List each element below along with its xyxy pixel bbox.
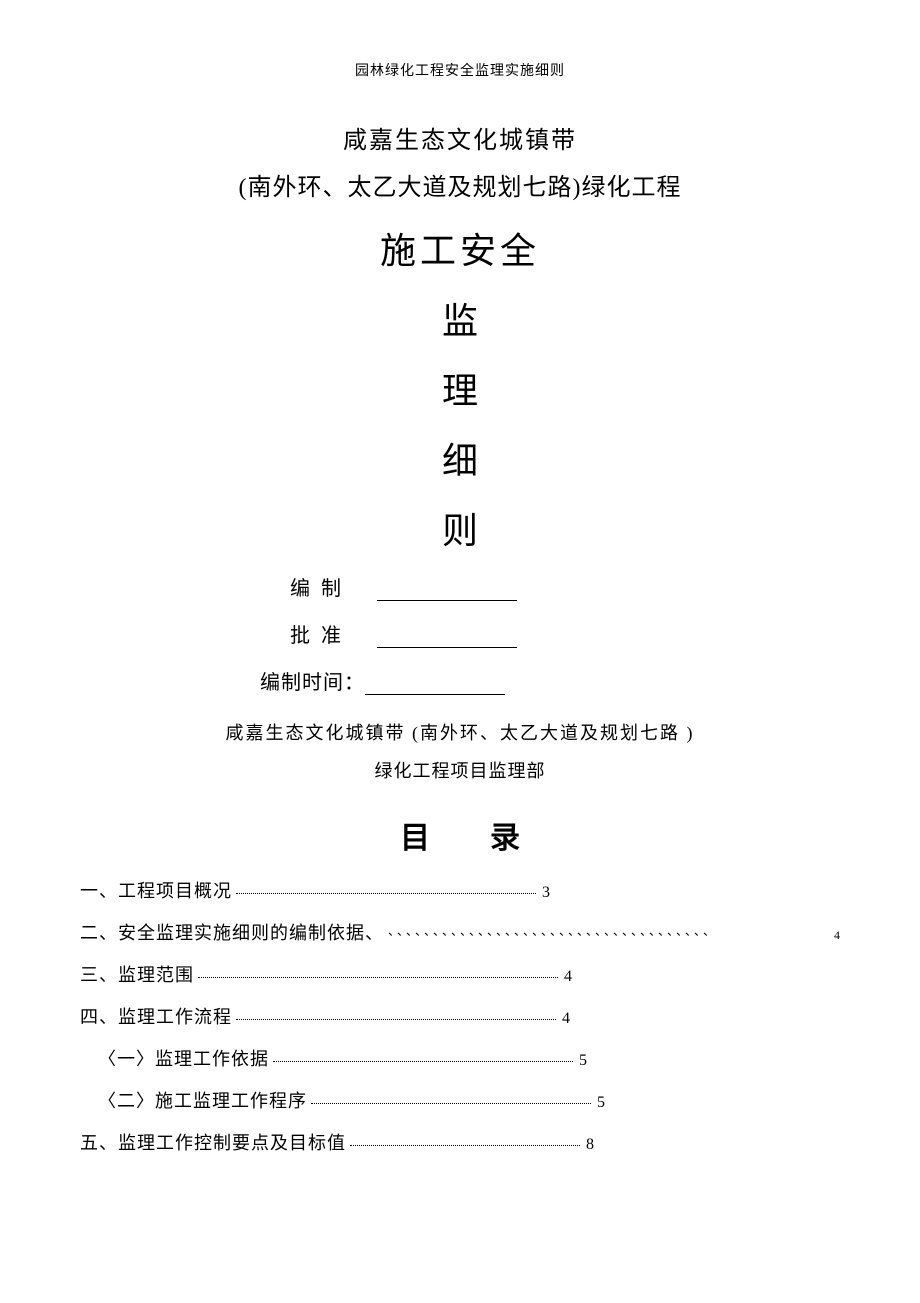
- toc-page-4: 5: [577, 1052, 587, 1070]
- toc-title: 目录: [80, 813, 840, 857]
- toc-dots-2: [198, 967, 558, 981]
- toc-dots-6: [350, 1135, 580, 1149]
- bianzhi-label: 编 制: [290, 578, 344, 600]
- bianzhi-underline: [377, 581, 517, 601]
- toc-item-1: 二、安全监理实施细则的编制依据、 4: [80, 919, 840, 945]
- toc-page-2: 4: [562, 968, 572, 986]
- form-row-pizhun: 批 准: [80, 619, 840, 648]
- toc-item-0: 一、工程项目概况 3: [80, 877, 840, 903]
- toc-page-1: 4: [832, 928, 840, 943]
- toc-label-1: 二、安全监理实施细则的编制依据、: [80, 919, 384, 945]
- toc-item-3: 四、监理工作流程 4: [80, 1003, 840, 1029]
- vertical-char-1: 理: [80, 362, 840, 414]
- document-header: 园林绿化工程安全监理实施细则: [80, 60, 840, 80]
- toc-dots-3: [236, 1009, 556, 1023]
- toc-label-3: 四、监理工作流程: [80, 1003, 232, 1029]
- toc-page-6: 8: [584, 1136, 594, 1154]
- toc-item-5: 〈二〉施工监理工作程序 5: [80, 1087, 840, 1113]
- title-line-2: (南外环、太乙大道及规划七路)绿化工程: [80, 167, 840, 202]
- toc-item-2: 三、监理范围 4: [80, 961, 840, 987]
- form-row-bianzhi: 编 制: [80, 572, 840, 601]
- vertical-char-3: 则: [80, 502, 840, 554]
- time-underline: [365, 675, 505, 695]
- toc-item-6: 五、监理工作控制要点及目标值 8: [80, 1129, 840, 1155]
- toc-page-3: 4: [560, 1010, 570, 1028]
- form-row-time: 编制时间：: [80, 666, 840, 695]
- title-large: 施工安全: [80, 222, 840, 274]
- time-label: 编制时间：: [260, 672, 365, 694]
- toc-label-6: 五、监理工作控制要点及目标值: [80, 1129, 346, 1155]
- toc-label-5: 〈二〉施工监理工作程序: [98, 1087, 307, 1113]
- toc-label-2: 三、监理范围: [80, 961, 194, 987]
- toc-container: 一、工程项目概况3二、安全监理实施细则的编制依据、4三、监理范围4四、监理工作流…: [80, 877, 840, 1155]
- vertical-char-0: 监: [80, 292, 840, 344]
- toc-item-4: 〈一〉监理工作依据 5: [80, 1045, 840, 1071]
- vertical-char-2: 细: [80, 432, 840, 484]
- dept-line-2: 绿化工程项目监理部: [80, 757, 840, 783]
- toc-label-0: 一、工程项目概况: [80, 877, 232, 903]
- toc-page-0: 3: [540, 884, 550, 902]
- toc-dots-4: [273, 1051, 573, 1065]
- title-line-1: 咸嘉生态文化城镇带: [80, 120, 840, 155]
- toc-dots-5: [311, 1093, 591, 1107]
- toc-page-5: 5: [595, 1094, 605, 1112]
- dept-line-1: 咸嘉生态文化城镇带 (南外环、太乙大道及规划七路 ): [80, 719, 840, 745]
- toc-dots-0: [236, 883, 536, 897]
- toc-label-4: 〈一〉监理工作依据: [98, 1045, 269, 1071]
- pizhun-underline: [377, 628, 517, 648]
- toc-dots-1: [388, 925, 828, 939]
- pizhun-label: 批 准: [290, 625, 344, 647]
